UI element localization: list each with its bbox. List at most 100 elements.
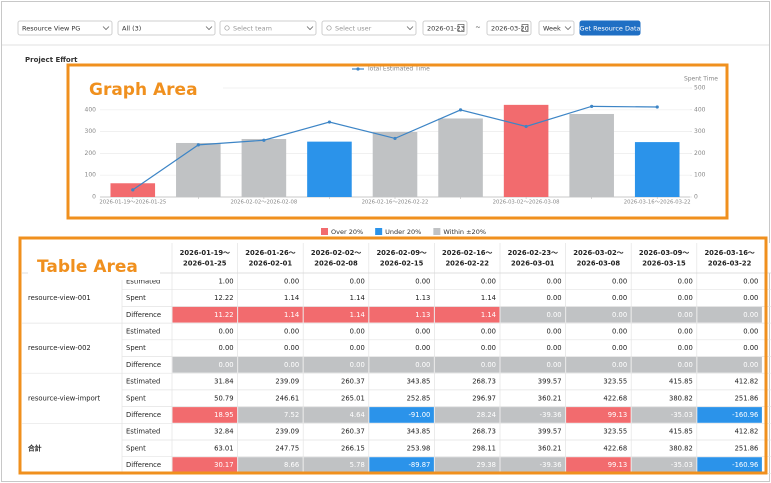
column-header: 2026-02-16～ bbox=[442, 249, 492, 257]
cell-value: 0.00 bbox=[481, 344, 496, 352]
cell-value: 50.79 bbox=[214, 394, 233, 402]
column-header: 2026-01-26～ bbox=[245, 249, 295, 257]
cell-value: 11.22 bbox=[214, 311, 233, 319]
cell-value: 0.00 bbox=[743, 311, 758, 319]
cell-value: 0.00 bbox=[218, 327, 233, 335]
column-header: 2026-02-15 bbox=[380, 260, 424, 268]
cell-value: 1.14 bbox=[284, 294, 299, 302]
cell-value: 415.85 bbox=[669, 428, 693, 436]
annotation-label: Graph Area bbox=[89, 80, 198, 100]
row-label: Spent bbox=[126, 394, 146, 402]
bar bbox=[503, 104, 549, 197]
difference-cell bbox=[434, 357, 500, 373]
difference-cell bbox=[172, 407, 238, 423]
cell-value: 0.00 bbox=[743, 294, 758, 302]
cell-value: 0.00 bbox=[678, 344, 693, 352]
cell-value: 0.00 bbox=[350, 361, 365, 369]
column-header: 2026-02-22 bbox=[445, 260, 489, 268]
cell-value: 380.82 bbox=[669, 394, 693, 402]
cell-value: 360.21 bbox=[538, 444, 562, 452]
cell-value: 0.00 bbox=[218, 344, 233, 352]
get-data-button[interactable] bbox=[579, 20, 641, 36]
bar bbox=[372, 132, 418, 197]
cell-value: 399.57 bbox=[538, 378, 562, 386]
group-name: 合計 bbox=[27, 443, 42, 452]
row-label: Spent bbox=[126, 344, 146, 352]
cell-value: 5.78 bbox=[350, 461, 365, 469]
cell-value: 0.00 bbox=[415, 344, 430, 352]
cell-value: -89.87 bbox=[408, 461, 430, 469]
column-header: 2026-02-02～ bbox=[311, 249, 361, 257]
column-header: 2026-01-19～ bbox=[180, 249, 230, 257]
cell-value: 253.98 bbox=[407, 444, 431, 452]
difference-cell bbox=[697, 306, 762, 323]
cell-value: 1.14 bbox=[350, 311, 365, 319]
cell-value: -160.96 bbox=[732, 411, 758, 419]
cell-value: 1.14 bbox=[481, 311, 496, 319]
row-label: Spent bbox=[126, 444, 146, 452]
end-date[interactable] bbox=[486, 20, 532, 36]
difference-cell bbox=[303, 306, 369, 323]
calendar-icon bbox=[457, 24, 465, 32]
difference-cell bbox=[500, 357, 566, 373]
cell-value: 0.00 bbox=[546, 361, 561, 369]
row-label: Estimated bbox=[126, 327, 160, 335]
x-tick-label: 2026-02-02～2026-02-08 bbox=[230, 200, 297, 206]
difference-cell bbox=[631, 357, 697, 373]
start-date[interactable] bbox=[422, 20, 468, 36]
bar bbox=[176, 142, 221, 197]
cell-value: 0.00 bbox=[678, 311, 693, 319]
cell-value: 0.00 bbox=[743, 361, 758, 369]
cell-value: 0.00 bbox=[612, 344, 627, 352]
x-tick-label: 2026-01-19～2026-01-25 bbox=[99, 200, 166, 206]
column-header: 2026-03-16～ bbox=[704, 249, 754, 257]
difference-cell bbox=[238, 407, 303, 423]
cell-value: 0.00 bbox=[546, 294, 561, 302]
difference-cell bbox=[369, 306, 434, 323]
y2-tick-label: 0 bbox=[694, 194, 698, 201]
cell-value: 28.24 bbox=[477, 411, 496, 419]
cell-value: 399.57 bbox=[538, 428, 562, 436]
cell-value: 0.00 bbox=[678, 294, 693, 302]
team-select[interactable] bbox=[219, 20, 317, 36]
row-label: Difference bbox=[126, 311, 161, 319]
column-header: 2026-02-08 bbox=[314, 260, 358, 268]
legend-label: Over 20% bbox=[331, 228, 363, 236]
cell-value: 0.00 bbox=[546, 327, 561, 335]
cell-value: 1.14 bbox=[481, 294, 496, 302]
difference-cell bbox=[238, 357, 303, 373]
cell-value: 7.52 bbox=[284, 411, 299, 419]
row-label: Difference bbox=[126, 361, 161, 369]
cell-value: 0.00 bbox=[678, 327, 693, 335]
difference-cell bbox=[566, 457, 631, 473]
bar bbox=[634, 142, 680, 197]
resource-select[interactable] bbox=[17, 20, 113, 36]
project-select-text: All (3) bbox=[122, 25, 141, 33]
bar bbox=[307, 141, 352, 197]
y-tick-label: 200 bbox=[85, 150, 97, 157]
cell-value: 1.13 bbox=[415, 311, 430, 319]
chevron bbox=[205, 26, 213, 31]
cell-value: 0.00 bbox=[612, 327, 627, 335]
chevron bbox=[564, 26, 572, 31]
user-select[interactable] bbox=[321, 20, 417, 36]
difference-cell bbox=[369, 357, 434, 373]
cell-value: 0.00 bbox=[678, 277, 693, 285]
cell-value: 260.37 bbox=[341, 378, 365, 386]
table-area-outline bbox=[18, 236, 768, 475]
cell-value: 0.00 bbox=[612, 294, 627, 302]
cell-value: 63.01 bbox=[214, 444, 233, 452]
difference-cell bbox=[566, 407, 631, 423]
legend-swatch bbox=[433, 228, 441, 235]
annotation-box bbox=[80, 75, 223, 103]
cell-value: 422.68 bbox=[603, 444, 627, 452]
period-select[interactable] bbox=[538, 20, 575, 36]
project-select[interactable] bbox=[117, 20, 216, 36]
cell-value: 29.38 bbox=[477, 461, 496, 469]
legend-label: Total Estimated Time bbox=[366, 66, 430, 73]
difference-cell bbox=[500, 306, 566, 323]
cell-value: 412.82 bbox=[735, 378, 759, 386]
cell-value: 265.01 bbox=[341, 394, 365, 402]
cell-value: 0.00 bbox=[481, 277, 496, 285]
difference-cell bbox=[697, 357, 762, 373]
